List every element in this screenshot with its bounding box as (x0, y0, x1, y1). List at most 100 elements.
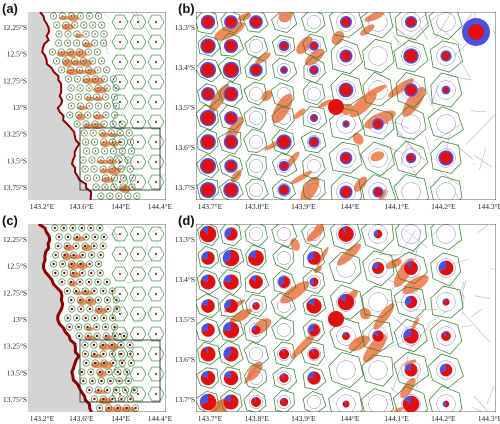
mesh-cell (88, 156, 96, 164)
lon-tick-label: 144°E (111, 414, 130, 423)
cell-marker (85, 78, 88, 80)
mesh-edge (462, 312, 491, 343)
mesh-cell (102, 93, 110, 101)
lon-tick-label: 144.4°E (148, 202, 173, 211)
cell-marker (155, 393, 157, 395)
mesh-edge (134, 153, 149, 169)
cell-marker (75, 316, 78, 320)
cell-circle (307, 395, 321, 409)
pie-red (443, 400, 450, 408)
mesh-cell (428, 385, 463, 412)
cell-marker (78, 69, 81, 71)
cell-circle (368, 46, 388, 66)
mesh-cell (147, 306, 165, 322)
cell-marker (109, 159, 111, 161)
reef-patch (93, 114, 105, 120)
cell-circle (401, 360, 421, 380)
lat-tick-label: 13.25°S (3, 342, 27, 351)
pie-blue (343, 400, 346, 404)
mesh-edge (400, 135, 412, 166)
mesh-cell (394, 105, 427, 140)
cell-marker (93, 361, 97, 365)
mesh-cell (129, 266, 147, 282)
cell-marker (155, 101, 157, 103)
reef-patch (352, 132, 364, 145)
mesh-cell (115, 192, 123, 200)
mesh-cell (328, 352, 364, 389)
cell-marker (137, 373, 139, 375)
cell-circle (401, 224, 421, 244)
mesh-cell (109, 120, 117, 128)
cell-circle (368, 224, 388, 244)
reef-patch (370, 151, 385, 162)
reef-patch (56, 50, 71, 58)
mesh-cell (133, 192, 141, 200)
mesh-cell (66, 111, 74, 119)
cell-marker (83, 244, 87, 248)
pie-red (200, 346, 216, 362)
pie-red (341, 153, 351, 163)
pie-red (251, 397, 261, 407)
cell-circle (368, 114, 388, 134)
mesh-cell (129, 54, 147, 70)
pie-red (328, 311, 344, 327)
pie-red (311, 115, 317, 121)
cell-marker (93, 42, 96, 44)
mesh-cell (300, 130, 327, 154)
mesh-cell (243, 341, 269, 367)
reef-patch (65, 68, 80, 76)
cell-marker (84, 361, 88, 365)
cell-marker (70, 105, 73, 107)
pie-red (443, 87, 449, 93)
mesh-cell (120, 332, 128, 340)
mesh-cell (300, 341, 325, 367)
mesh-cell (301, 224, 326, 247)
mesh-edge (404, 229, 428, 248)
cell-marker (155, 81, 157, 83)
mesh-cell (99, 242, 107, 250)
lon-tick-label: 143.8°E (244, 414, 269, 423)
pie-blue (277, 275, 284, 287)
mesh-edge (470, 308, 482, 318)
cell-marker (120, 361, 124, 365)
pie-blue (201, 323, 208, 332)
reef-patch (400, 378, 416, 399)
cell-circle (368, 182, 388, 200)
mesh-cell (129, 14, 147, 30)
cell-marker (76, 33, 78, 35)
reef-patch (293, 108, 306, 120)
cell-marker (75, 42, 78, 44)
mesh-cell (86, 305, 94, 313)
mesh-cell (330, 284, 364, 320)
pie-red (374, 229, 383, 239)
mesh-cell (66, 48, 74, 56)
mesh-cell (361, 174, 396, 200)
lat-tick-label: 13.6°S (175, 355, 195, 364)
cell-circle (336, 326, 356, 346)
mesh-cell (126, 350, 134, 358)
panel-b-label: (b) (178, 1, 195, 16)
mesh-cell (243, 388, 267, 412)
cell-marker (78, 114, 80, 116)
pie-red (341, 331, 351, 341)
mesh-cell (98, 129, 106, 137)
cell-circle (249, 63, 263, 77)
cell-marker (92, 24, 94, 26)
lat-tick-label: 13°S (12, 103, 27, 112)
mesh-edge (457, 55, 471, 79)
cell-marker (66, 316, 69, 320)
mesh-cell (244, 56, 267, 81)
mesh-cell (88, 251, 96, 259)
mesh-cell (85, 66, 93, 74)
cell-marker (136, 195, 138, 197)
pie-red (201, 63, 215, 77)
cell-marker (87, 114, 89, 116)
cell-circle (277, 227, 291, 241)
cell-marker (95, 177, 98, 179)
cell-marker (119, 343, 123, 347)
cell-marker (88, 105, 91, 107)
mesh-cell (64, 75, 72, 83)
mesh-cell (91, 314, 99, 322)
cell-marker (102, 361, 106, 365)
mesh-cell (94, 296, 102, 304)
